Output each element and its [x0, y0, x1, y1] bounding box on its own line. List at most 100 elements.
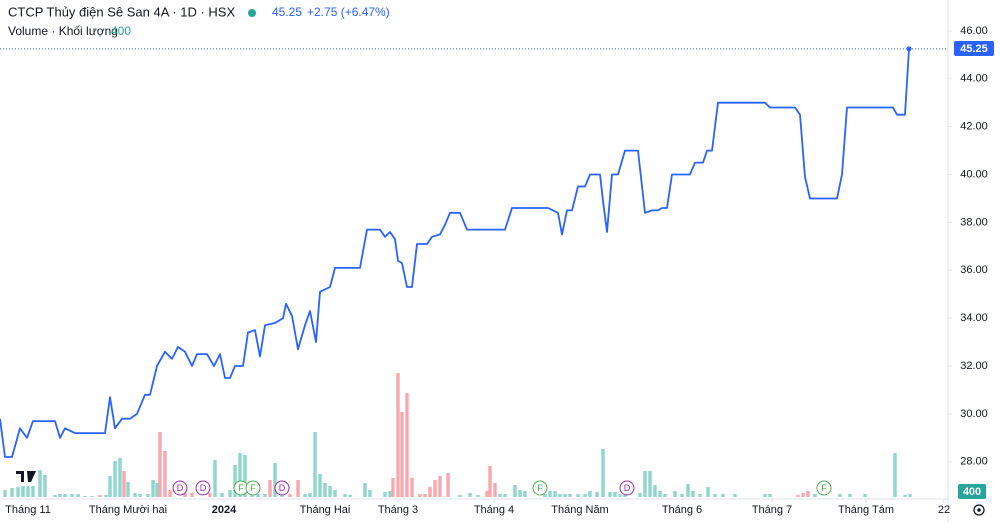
event-label: D: [200, 483, 207, 493]
volume-bar: [318, 474, 322, 497]
x-tick-label: Tháng Mười hai: [89, 504, 167, 516]
volume-bar: [70, 494, 74, 497]
x-tick-label: 2024: [212, 504, 237, 516]
volume-bar: [53, 495, 57, 497]
x-tick-label: 22: [938, 504, 950, 516]
volume-bar: [163, 451, 167, 497]
event-label: F: [250, 483, 256, 493]
volume-bar: [908, 494, 912, 497]
volume-bar: [348, 495, 352, 497]
volume-bar: [396, 373, 400, 497]
event-label: F: [238, 483, 244, 493]
volume-bar: [26, 485, 30, 497]
x-tick-label: Tháng 4: [474, 504, 514, 516]
x-tick-label: Tháng 6: [662, 504, 702, 516]
volume-bar: [893, 453, 897, 497]
event-marker: [172, 480, 188, 496]
volume-bar: [663, 494, 667, 497]
volume-bar: [558, 494, 562, 497]
volume-bar: [721, 494, 725, 497]
volume-bar: [588, 491, 592, 497]
volume-bar: [673, 491, 677, 497]
volume-bar: [410, 478, 414, 497]
volume-bar: [213, 460, 217, 497]
volume-bar: [113, 461, 117, 497]
event-marker: [816, 480, 832, 496]
volume-bar: [476, 495, 480, 497]
volume-bar: [363, 483, 367, 497]
tv-logo: [14, 466, 38, 486]
volume-bar: [503, 494, 507, 497]
volume-bar: [618, 494, 622, 497]
volume-bar: [243, 455, 247, 497]
volume-bar: [768, 494, 772, 497]
volume-bar: [498, 494, 502, 497]
y-tick-label: 38.00: [960, 216, 988, 228]
event-label: D: [279, 483, 286, 493]
volume-bar: [21, 486, 25, 497]
x-tick-label: Tháng 3: [378, 504, 418, 516]
volume-bar: [58, 494, 62, 497]
event-label: F: [537, 483, 543, 493]
volume-bar: [3, 490, 7, 497]
volume-bar: [133, 493, 137, 497]
y-tick-label: 28.00: [960, 456, 988, 468]
y-tick-label: 42.00: [960, 121, 988, 133]
price-tag-label: 45.25: [960, 43, 988, 55]
price-line: [0, 48, 910, 458]
volume-bar: [268, 480, 272, 497]
volume-bar: [863, 494, 867, 497]
volume-bar: [220, 493, 224, 497]
volume-bar: [493, 483, 497, 497]
volume-bar: [400, 412, 404, 497]
volume-bar: [433, 480, 437, 497]
volume-bar: [446, 473, 450, 497]
volume-bar: [146, 494, 150, 497]
y-tick-label: 44.00: [960, 73, 988, 85]
event-marker: [274, 480, 290, 496]
volume-bar: [16, 487, 20, 497]
volume-bar: [643, 471, 647, 497]
volume-bar: [38, 470, 42, 497]
volume-bar: [648, 471, 652, 497]
volume-bar: [388, 491, 392, 497]
volume-bar: [10, 488, 14, 497]
volume-bar: [806, 491, 810, 497]
volume-bar: [623, 495, 627, 497]
price-change: +2.75 (+6.47%): [307, 5, 390, 19]
volume-bar: [98, 495, 102, 497]
volume-bar: [548, 491, 552, 497]
volume-value: 400: [111, 24, 131, 38]
volume-bar: [680, 494, 684, 497]
settings-icon[interactable]: [973, 504, 985, 516]
volume-bar: [523, 491, 527, 497]
volume-bar: [104, 495, 108, 497]
volume-bar: [83, 496, 87, 497]
volume-bar: [263, 494, 267, 497]
volume-bar: [190, 493, 194, 497]
volume-bar: [903, 495, 907, 497]
volume-bar: [118, 458, 122, 497]
y-tick-label: 36.00: [960, 264, 988, 276]
y-tick-label: 40.00: [960, 168, 988, 180]
volume-bar: [485, 491, 489, 497]
volume-bar: [233, 465, 237, 497]
x-tick-label: Tháng Tám: [838, 504, 894, 516]
volume-bar: [288, 494, 292, 497]
volume-bar: [238, 453, 242, 497]
event-marker: [245, 480, 261, 496]
volume-bar: [458, 495, 462, 497]
volume-bar: [763, 494, 767, 497]
volume-bar: [90, 496, 94, 497]
volume-bar: [691, 491, 695, 497]
volume-bar: [553, 491, 557, 497]
volume-bar: [518, 490, 522, 497]
volume-bar: [418, 494, 422, 497]
volume-bar: [228, 490, 232, 497]
volume-bar: [138, 494, 142, 497]
volume-bar: [43, 475, 47, 497]
volume-bar: [303, 494, 307, 497]
volume-bar: [601, 449, 605, 497]
